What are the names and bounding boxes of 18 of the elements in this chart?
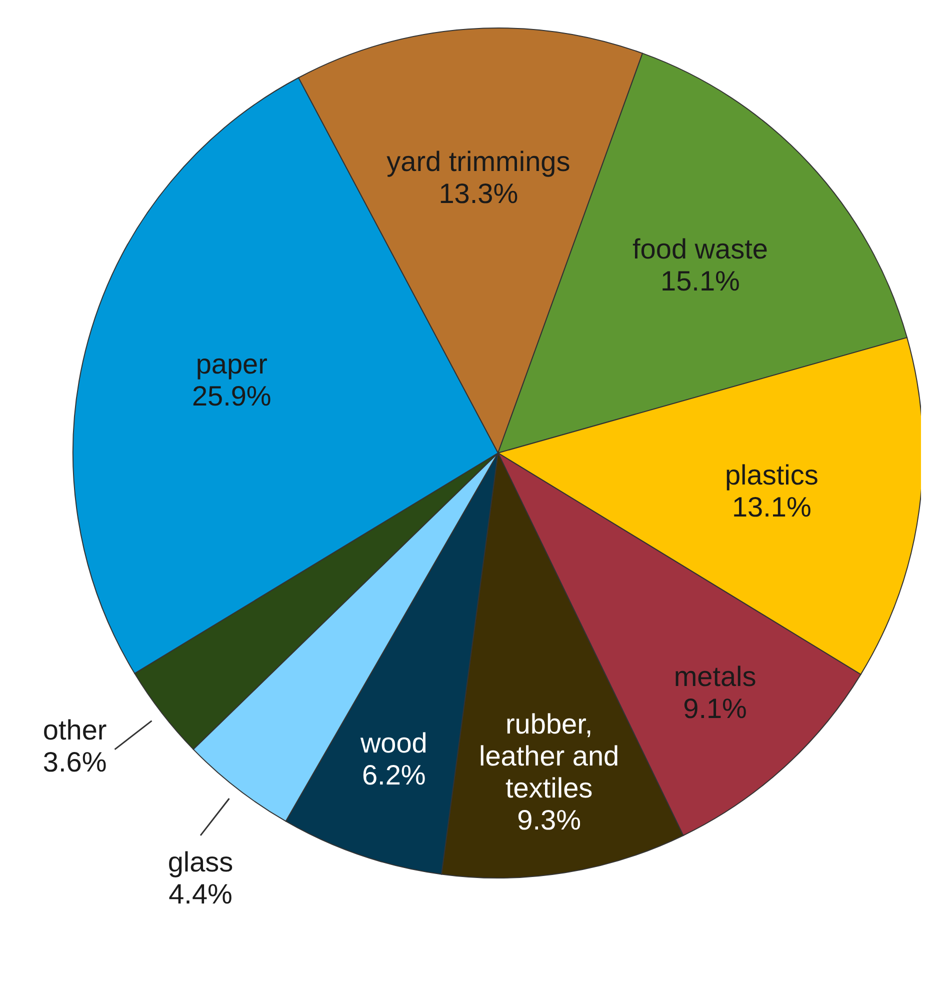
data-label: 13.3% — [438, 178, 518, 210]
slice-label: paper — [196, 348, 268, 380]
data-label: 9.1% — [683, 693, 747, 724]
slice-label: metals — [674, 661, 756, 692]
slice-label: glass — [168, 846, 234, 878]
data-label: 15.1% — [660, 266, 740, 297]
data-label: 3.6% — [42, 746, 107, 778]
data-label: 6.2% — [362, 760, 426, 791]
data-label: 13.1% — [732, 491, 812, 522]
slice-label: rubber, leather and textiles — [479, 708, 620, 804]
data-label: 25.9% — [192, 380, 272, 412]
slice-label: wood — [359, 728, 428, 759]
data-label: 9.3% — [517, 804, 581, 836]
slice-label: other — [42, 714, 107, 746]
slice-label: plastics — [724, 459, 818, 490]
data-label: 4.4% — [168, 878, 232, 910]
slice-label: food waste — [632, 234, 768, 265]
slice-label: yard trimmings — [386, 146, 570, 178]
